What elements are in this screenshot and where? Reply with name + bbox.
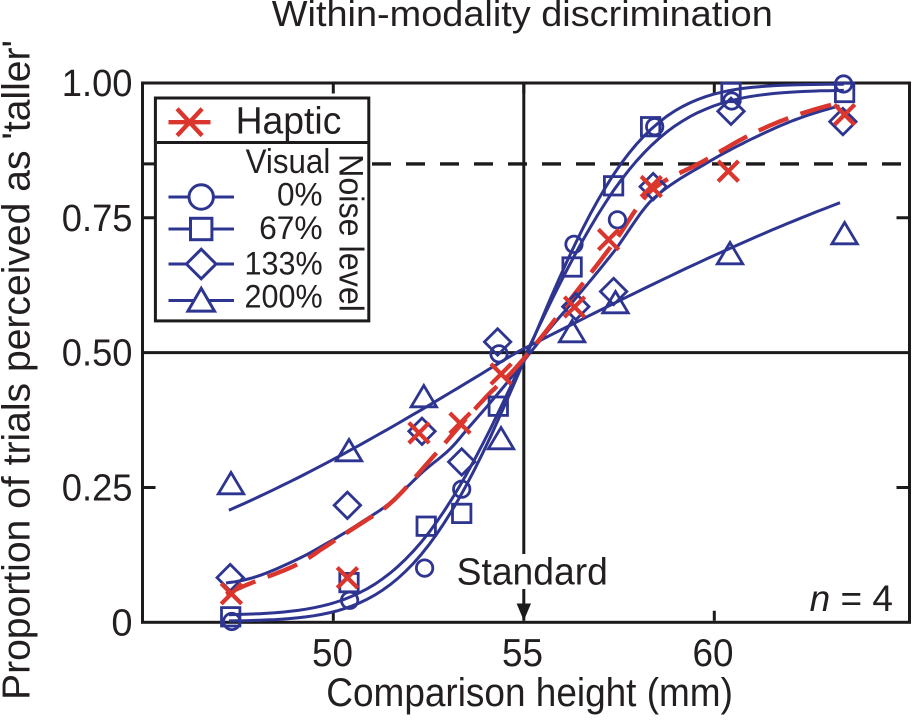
svg-text:Standard: Standard bbox=[457, 552, 608, 594]
svg-text:0: 0 bbox=[111, 602, 132, 644]
svg-text:55: 55 bbox=[502, 632, 543, 675]
svg-text:133%: 133% bbox=[245, 245, 323, 281]
svg-text:Noise level: Noise level bbox=[332, 154, 370, 312]
svg-text:Comparison height (mm): Comparison height (mm) bbox=[326, 671, 733, 715]
svg-text:1.00: 1.00 bbox=[62, 63, 133, 105]
svg-text:Visual: Visual bbox=[246, 143, 331, 181]
svg-text:60: 60 bbox=[693, 632, 734, 675]
svg-text:n = 4: n = 4 bbox=[810, 578, 893, 619]
svg-text:0.75: 0.75 bbox=[62, 198, 133, 240]
svg-text:Haptic: Haptic bbox=[236, 101, 342, 143]
svg-text:0.25: 0.25 bbox=[62, 468, 133, 510]
svg-text:Within-modality discrimination: Within-modality discrimination bbox=[272, 0, 773, 34]
svg-text:0%: 0% bbox=[277, 177, 323, 213]
svg-text:67%: 67% bbox=[259, 210, 323, 246]
svg-text:50: 50 bbox=[312, 632, 353, 675]
svg-text:Proportion of trials perceived: Proportion of trials perceived as 'talle… bbox=[0, 40, 39, 700]
svg-text:0.50: 0.50 bbox=[62, 333, 133, 375]
svg-text:200%: 200% bbox=[245, 278, 323, 314]
